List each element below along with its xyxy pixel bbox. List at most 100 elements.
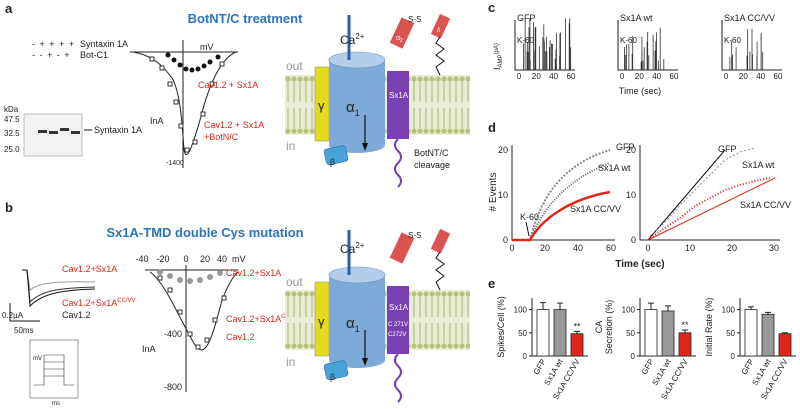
subunit-label: δ — [437, 28, 441, 34]
subunit-label: α1 — [346, 315, 360, 334]
subunit-label: Sx1A — [389, 303, 409, 312]
annotation: cleavage — [414, 160, 450, 170]
legend-label: Cav1.2+Sx1A — [226, 268, 281, 278]
group-label: Sx1A wt — [620, 13, 653, 23]
axis-unit: mV — [232, 254, 246, 264]
group-label: GFP — [517, 13, 536, 23]
y-tick-label: 100 — [514, 306, 528, 315]
tick-label: -400 — [164, 329, 182, 339]
current-traces — [9, 269, 96, 399]
axis-label: # Events — [488, 173, 499, 212]
bar — [553, 309, 567, 357]
bar — [678, 332, 692, 357]
legend-label: Cav1.2+Sx1ACC/VV — [62, 298, 136, 308]
band-label: Syntaxin 1A — [94, 125, 142, 135]
tick-label: 0 — [509, 243, 514, 253]
stimulus-label: K-60 — [517, 36, 534, 45]
y-tick-label: 100 — [722, 306, 736, 315]
axis-label: Initial Rate (%) — [704, 297, 714, 356]
gel-row-label: Syntaxin 1A — [80, 39, 128, 49]
tick-label: 40 — [573, 243, 583, 253]
mutation-label: C 271V — [388, 322, 408, 328]
tick-label: 40 — [217, 254, 227, 264]
stimulus-label: K-60 — [620, 36, 637, 45]
tick-label: 20 — [635, 72, 644, 81]
subunit-label: α2 — [396, 35, 403, 44]
axis-label: Secretion (%) — [604, 300, 614, 355]
tick-label: -20 — [156, 254, 169, 264]
tick-label: 60 — [670, 72, 679, 81]
tick-label: 60 — [606, 243, 616, 253]
tick-label: 20 — [532, 72, 541, 81]
channel-diagram — [283, 227, 472, 404]
bar — [761, 313, 775, 357]
y-tick-label: 0 — [631, 352, 636, 361]
tick-label: 30 — [769, 243, 779, 253]
legend-label: Cav1.2 + Sx1A — [198, 80, 258, 90]
stimulus-label: K-60 — [724, 36, 741, 45]
axis-unit: InA — [142, 344, 156, 354]
x-tick-label: GFP — [532, 358, 548, 377]
disulfide: S-S — [408, 15, 421, 24]
ion: Ca2+ — [340, 241, 365, 256]
tick-label: 20 — [626, 145, 636, 155]
event-plot-right — [639, 145, 780, 241]
side-label: in — [286, 139, 295, 153]
tick-label: 20 — [200, 254, 210, 264]
scale-label: 0.2µA — [2, 311, 24, 320]
bar — [744, 309, 758, 357]
panel-label: c — [488, 0, 495, 15]
subunit-label: α1 — [346, 99, 360, 118]
tick-label: 0 — [183, 254, 188, 264]
tick-label: 60 — [774, 72, 783, 81]
significance: ** — [681, 320, 689, 330]
gel-marker: 25.0 — [4, 145, 20, 154]
series-label: Sx1A wt — [598, 163, 631, 173]
legend-label: Cav1.2+Sx1A — [62, 264, 117, 274]
tick-label: 40 — [756, 72, 765, 81]
tick-label: -800 — [164, 382, 182, 392]
subunit-label: γ — [318, 314, 325, 329]
group-label: Sx1A CC/VV — [724, 13, 775, 23]
series-label: Sx1A wt — [742, 160, 775, 170]
inset-label: ms — [52, 401, 60, 407]
spikes — [523, 17, 572, 70]
axis-unit: mV — [200, 42, 214, 52]
series-label: Sx1A CC/VV — [570, 204, 621, 214]
series-label: GFP — [616, 142, 635, 152]
subunit-label: β — [330, 157, 335, 167]
tick-label: 0 — [503, 235, 508, 245]
tick-label: 10 — [685, 243, 695, 253]
legend-label: Cav1.2 — [62, 310, 91, 320]
legend-label: +BotN/C — [204, 132, 239, 142]
iv-plot-a — [130, 40, 238, 168]
mutation-label: C272V — [388, 332, 406, 338]
side-label: out — [286, 275, 303, 289]
panel-title: BotNT/C treatment — [188, 11, 304, 26]
bar — [778, 333, 792, 357]
gel-marker: 47.5 — [4, 115, 20, 124]
tick-label: 20 — [540, 243, 550, 253]
annotation: BotNT/C — [414, 148, 449, 158]
axis-label: Time (sec) — [615, 259, 664, 270]
legend-label: Cav1.2 + Sx1A — [204, 120, 264, 130]
panel-label: b — [5, 200, 13, 215]
y-tick-label: 0 — [523, 352, 528, 361]
gel-signs: - + + + + — [32, 39, 75, 49]
gel-signs: - - + - + — [32, 50, 71, 60]
axis-unit: InA — [150, 116, 164, 126]
series-label: GFP — [718, 144, 737, 154]
gel-row-label: Bot-C1 — [80, 50, 108, 60]
legend-label: Cav1.2 — [226, 332, 255, 342]
tick-label: 60 — [567, 72, 576, 81]
event-plot-left — [511, 145, 615, 242]
inset-label: mV — [33, 356, 42, 362]
tick-label: -1400 — [166, 160, 184, 167]
tick-label: 20 — [739, 72, 748, 81]
panel-title: Sx1A-TMD double Cys mutation — [106, 225, 303, 240]
y-tick-label: 50 — [626, 329, 635, 338]
panel-label: e — [488, 276, 495, 291]
axis-label: Spikes/Cell (%) — [496, 296, 506, 358]
scale-label: 50ms — [14, 326, 34, 335]
